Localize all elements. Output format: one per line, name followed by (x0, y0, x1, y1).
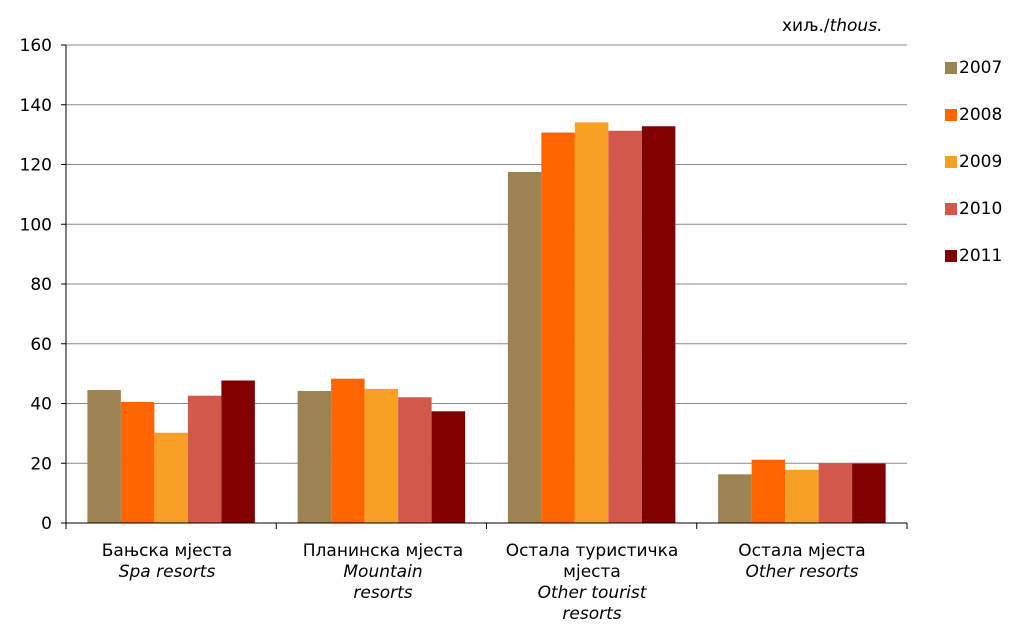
category-local-label: Остала мјеста (738, 541, 866, 561)
bar-2008 (331, 378, 365, 523)
bar-2011 (431, 411, 466, 523)
legend-label: 2007 (959, 58, 1003, 78)
bar-2008 (541, 132, 575, 523)
bar-2009 (574, 122, 609, 523)
legend-swatch (945, 109, 957, 121)
y-tick-label: 160 (20, 36, 52, 56)
legend-label: 2011 (959, 246, 1003, 266)
category-local-label: Бањска мјеста (101, 541, 233, 561)
bar-2009 (154, 432, 188, 523)
bar-2009 (785, 469, 819, 523)
category-local-label: Остала туристичка мјеста (505, 541, 679, 582)
category-label-other: Остала мјеста Other resorts (697, 541, 907, 583)
y-tick-label: 40 (30, 395, 52, 415)
bar-2009 (364, 388, 399, 523)
unit-label: хиљ./thous. (782, 16, 882, 36)
y-tick-label: 80 (30, 275, 52, 295)
legend-swatch (945, 250, 957, 262)
category-label-mountain: Планинска мјеста Mountain resorts (278, 541, 488, 604)
bar-2007 (297, 390, 332, 523)
legend-label: 2008 (959, 105, 1003, 125)
y-tick-label: 0 (41, 514, 52, 534)
bar-2011 (221, 380, 255, 523)
bar-2008 (120, 402, 155, 523)
bar-2007 (87, 390, 121, 523)
y-tick-label: 20 (30, 454, 52, 474)
bar-2008 (751, 459, 786, 523)
category-label-other-tourist: Остала туристичка мјеста Other tourist r… (487, 541, 697, 625)
legend-label: 2009 (959, 152, 1003, 172)
unit-label-local: хиљ./ (782, 16, 830, 36)
category-english-label: Other resorts (745, 562, 859, 582)
bar-2010 (608, 130, 642, 523)
category-local-label: Планинска мјеста (302, 541, 464, 561)
legend-swatch (945, 203, 957, 215)
y-tick-label: 60 (30, 335, 52, 355)
bar-2010 (187, 395, 222, 523)
bar-2010 (398, 397, 432, 523)
legend-swatch (945, 62, 957, 74)
category-english-label: Spa resorts (118, 562, 216, 582)
legend-swatch (945, 156, 957, 168)
category-english-label: Mountain resorts (343, 562, 423, 603)
category-label-spa: Бањска мјеста Spa resorts (62, 541, 272, 583)
bar-2011 (852, 463, 886, 523)
category-english-label: Other tourist resorts (537, 583, 647, 624)
y-tick-label: 120 (20, 156, 52, 176)
legend-label: 2010 (959, 199, 1003, 219)
bar-2007 (507, 171, 542, 523)
y-tick-label: 140 (20, 96, 52, 116)
bar-2007 (718, 474, 752, 523)
bar-2010 (818, 463, 853, 523)
unit-label-english: thous. (829, 16, 883, 36)
bar-2011 (641, 126, 676, 523)
y-tick-label: 100 (20, 215, 52, 235)
